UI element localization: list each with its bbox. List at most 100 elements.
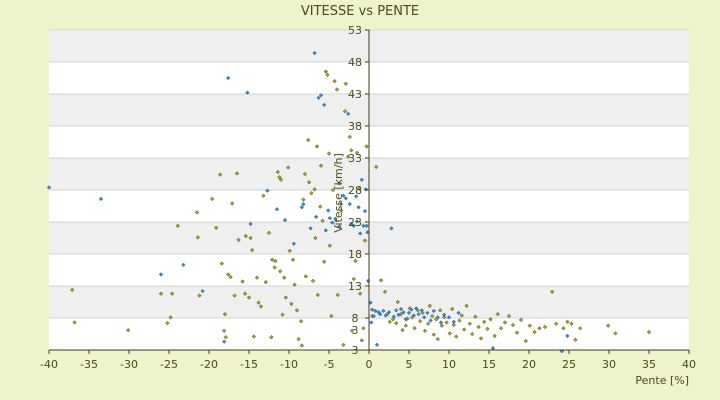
y-tick-label: 3 xyxy=(352,324,359,337)
blue-point xyxy=(299,205,304,210)
blue-point xyxy=(282,217,288,223)
olive-point xyxy=(337,181,342,186)
olive-point xyxy=(175,223,180,228)
olive-point xyxy=(248,235,253,241)
olive-point xyxy=(362,238,368,243)
blue-point xyxy=(364,223,369,228)
blue-point xyxy=(301,201,306,207)
olive-point xyxy=(195,235,200,240)
olive-point xyxy=(347,134,352,140)
blue-point xyxy=(565,333,570,339)
olive-point xyxy=(606,323,611,328)
olive-point xyxy=(482,319,487,324)
y-tick-label: 23 xyxy=(348,216,362,229)
olive-point xyxy=(573,337,578,342)
olive-point xyxy=(532,329,537,335)
blue-point xyxy=(422,315,427,320)
x-axis-label: Pente [%] xyxy=(635,374,689,387)
olive-point xyxy=(299,343,304,348)
x-tick-label: 0 xyxy=(366,358,373,371)
blue-point xyxy=(370,307,375,312)
x-tick-label: -40 xyxy=(40,358,58,371)
olive-point xyxy=(353,258,358,264)
blue-point xyxy=(428,318,433,323)
x-tick-label: 15 xyxy=(482,358,496,371)
olive-point xyxy=(346,154,351,159)
olive-point xyxy=(236,237,241,243)
olive-point xyxy=(327,243,332,248)
blue-point xyxy=(425,310,430,316)
blue-point xyxy=(333,216,338,221)
olive-point xyxy=(338,208,344,213)
olive-point xyxy=(170,291,175,296)
y-tick-label: 3 xyxy=(352,344,359,357)
olive-point xyxy=(303,274,308,279)
olive-point xyxy=(242,291,248,296)
olive-point xyxy=(430,313,435,319)
olive-point xyxy=(214,225,219,230)
olive-point xyxy=(286,165,291,170)
olive-point xyxy=(296,336,301,342)
blue-point xyxy=(265,188,270,193)
blue-point xyxy=(406,310,412,316)
olive-point xyxy=(382,289,388,294)
blue-point xyxy=(419,308,424,313)
olive-point xyxy=(439,323,444,328)
olive-point xyxy=(485,326,490,332)
blue-point xyxy=(356,205,361,210)
olive-point xyxy=(435,336,440,342)
olive-point xyxy=(457,318,462,323)
olive-point xyxy=(272,265,277,270)
olive-point xyxy=(250,248,255,253)
olive-point xyxy=(292,282,297,287)
olive-point xyxy=(394,320,399,326)
blue-point xyxy=(318,93,324,98)
olive-point xyxy=(341,342,346,348)
olive-point xyxy=(438,308,443,313)
olive-point xyxy=(464,303,469,308)
olive-point xyxy=(444,320,449,325)
x-tick-label: -35 xyxy=(80,358,98,371)
olive-point xyxy=(290,257,296,262)
olive-point xyxy=(502,320,508,325)
x-tick-label: 40 xyxy=(682,358,696,371)
olive-point xyxy=(412,326,417,331)
y-tick-label: 38 xyxy=(348,120,362,133)
olive-point xyxy=(349,148,354,153)
olive-point xyxy=(378,278,384,283)
olive-point xyxy=(289,301,294,307)
olive-point xyxy=(273,258,278,264)
blue-point xyxy=(389,226,394,231)
blue-point xyxy=(338,201,344,207)
olive-point xyxy=(277,175,282,180)
olive-point xyxy=(270,257,275,262)
olive-point xyxy=(168,315,173,320)
olive-point xyxy=(219,261,224,266)
x-tick-label: 20 xyxy=(522,358,536,371)
x-tick-label: -5 xyxy=(324,358,335,371)
olive-point xyxy=(537,326,542,331)
y-tick-label: 33 xyxy=(348,152,362,165)
blue-point xyxy=(386,310,392,315)
olive-point xyxy=(246,295,252,300)
blue-point xyxy=(456,310,461,316)
olive-point xyxy=(569,321,574,326)
olive-point xyxy=(329,313,334,319)
olive-point xyxy=(514,330,520,335)
olive-point xyxy=(462,327,467,332)
olive-point xyxy=(358,291,363,296)
olive-point xyxy=(313,235,318,241)
olive-point xyxy=(350,328,355,333)
olive-point xyxy=(403,323,408,328)
chart-title: VITESSE vs PENTE xyxy=(301,4,419,19)
x-tick-label: 25 xyxy=(562,358,576,371)
olive-point xyxy=(470,331,475,337)
olive-point xyxy=(318,163,324,168)
olive-point xyxy=(278,269,283,274)
olive-point xyxy=(322,259,327,264)
olive-point xyxy=(323,69,328,74)
olive-point xyxy=(294,308,300,313)
olive-point xyxy=(565,319,570,324)
blue-point xyxy=(222,339,227,344)
